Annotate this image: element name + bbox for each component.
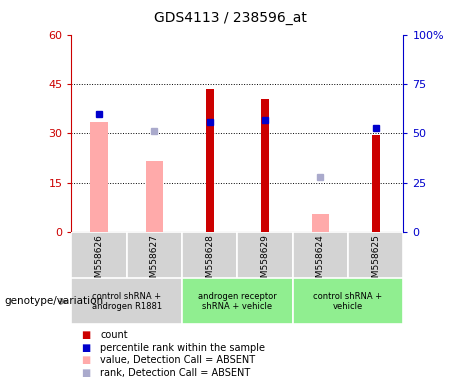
Bar [127, 232, 182, 278]
Bar [372, 135, 379, 232]
Text: value, Detection Call = ABSENT: value, Detection Call = ABSENT [100, 355, 255, 365]
Text: GSM558625: GSM558625 [371, 235, 380, 290]
Text: GSM558626: GSM558626 [95, 235, 104, 290]
Text: count: count [100, 330, 128, 340]
Text: GDS4113 / 238596_at: GDS4113 / 238596_at [154, 11, 307, 25]
Bar [293, 232, 348, 278]
Text: percentile rank within the sample: percentile rank within the sample [100, 343, 265, 353]
Text: ■: ■ [81, 330, 90, 340]
Text: GSM558628: GSM558628 [205, 235, 214, 290]
Bar [206, 89, 213, 232]
Text: ■: ■ [81, 368, 90, 378]
Text: GSM558629: GSM558629 [260, 235, 270, 290]
Bar [90, 122, 108, 232]
Text: GSM558624: GSM558624 [316, 235, 325, 290]
Text: rank, Detection Call = ABSENT: rank, Detection Call = ABSENT [100, 368, 250, 378]
Bar [348, 232, 403, 278]
Bar [293, 278, 403, 324]
Text: GSM558627: GSM558627 [150, 235, 159, 290]
Bar [182, 278, 293, 324]
Bar [146, 161, 163, 232]
Text: control shRNA +
androgen R1881: control shRNA + androgen R1881 [92, 292, 162, 311]
Bar [261, 99, 269, 232]
Bar [182, 232, 237, 278]
Text: androgen receptor
shRNA + vehicle: androgen receptor shRNA + vehicle [198, 292, 277, 311]
Bar [312, 214, 329, 232]
Bar [71, 232, 127, 278]
Text: ■: ■ [81, 355, 90, 365]
Text: ■: ■ [81, 343, 90, 353]
Bar [71, 278, 182, 324]
Text: genotype/variation: genotype/variation [5, 296, 104, 306]
Text: control shRNA +
vehicle: control shRNA + vehicle [313, 292, 383, 311]
Bar [237, 232, 293, 278]
